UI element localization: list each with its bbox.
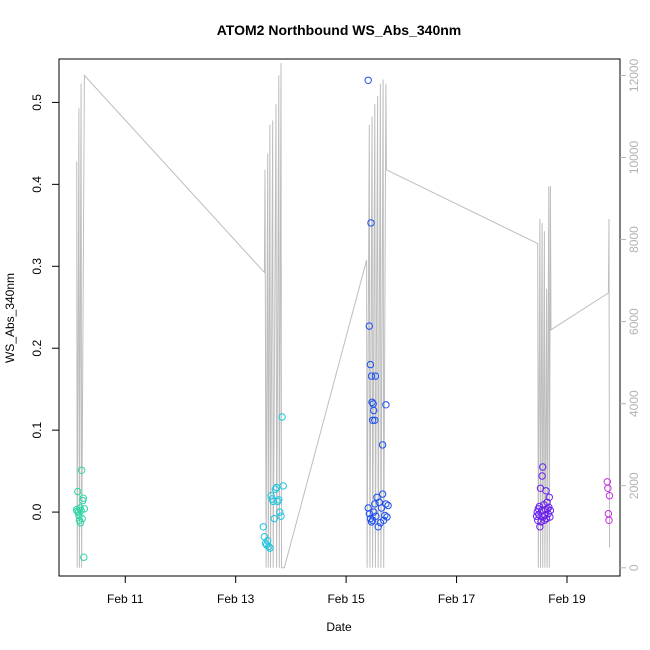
- data-point: [278, 413, 286, 421]
- x-axis-label: Date: [326, 620, 352, 634]
- data-point: [382, 500, 390, 508]
- data-point: [279, 482, 287, 490]
- data-point: [364, 504, 372, 512]
- data-point: [381, 511, 389, 520]
- y-axis-label: WS_Abs_340nm: [3, 273, 17, 363]
- data-point: [77, 466, 86, 474]
- data-point: [80, 553, 88, 561]
- data-point: [367, 219, 375, 227]
- data-point: [378, 490, 387, 498]
- x-tick-label: Feb 15: [327, 592, 365, 606]
- data-point: [545, 493, 553, 501]
- data-point: [538, 472, 546, 480]
- y-tick-label: 0.5: [30, 94, 44, 111]
- data-point: [270, 514, 278, 523]
- y-tick-label: 0.4: [30, 176, 44, 193]
- data-point: [382, 401, 390, 409]
- data-point: [274, 497, 282, 506]
- data-point: [371, 416, 379, 424]
- data-point: [370, 508, 378, 516]
- data-point: [365, 322, 373, 330]
- data-point: [364, 76, 372, 85]
- y2-tick-label: 0: [627, 564, 641, 571]
- data-point: [372, 512, 380, 520]
- data-point: [539, 463, 547, 471]
- data-point: [537, 518, 545, 526]
- data-point: [378, 441, 387, 449]
- data-point: [377, 504, 386, 512]
- y2-tick-label: 4000: [627, 390, 641, 417]
- data-point: [259, 523, 267, 531]
- data-point: [383, 513, 391, 521]
- right-axis: 0 2000 4000 6000 8000 10000 12000: [620, 58, 641, 571]
- data-point: [78, 514, 86, 523]
- data-point: [371, 372, 380, 380]
- data-point: [546, 506, 555, 515]
- secondary-series: [76, 63, 610, 569]
- data-point: [76, 519, 85, 527]
- data-point: [367, 372, 376, 380]
- data-point: [277, 512, 285, 520]
- data-point: [367, 518, 376, 526]
- data-point: [271, 485, 280, 493]
- x-tick-label: Feb 17: [438, 592, 476, 606]
- data-point: [275, 496, 283, 504]
- data-point: [604, 484, 612, 492]
- data-point: [365, 510, 373, 518]
- data-point: [374, 523, 382, 531]
- data-point: [604, 510, 613, 518]
- scatter-series: [73, 76, 614, 561]
- y-tick-label: 0.2: [30, 340, 44, 357]
- bottom-axis: Feb 11 Feb 13 Feb 15 Feb 17 Feb 19: [107, 576, 586, 606]
- plot-area-frame: [58, 58, 621, 577]
- data-point: [536, 523, 544, 531]
- y-tick-label: 0.0: [30, 503, 44, 520]
- data-point: [265, 542, 273, 551]
- x-tick-label: Feb 11: [107, 592, 144, 606]
- data-point: [368, 398, 376, 406]
- left-axis: 0.0 0.1 0.2 0.3 0.4 0.5: [30, 94, 59, 520]
- data-point: [79, 494, 88, 502]
- chart-title: ATOM2 Northbound WS_Abs_340nm: [217, 22, 462, 38]
- y2-tick-label: 6000: [627, 308, 641, 335]
- data-point: [542, 487, 550, 495]
- data-point: [272, 483, 281, 492]
- data-point: [266, 544, 274, 552]
- y-tick-label: 0.1: [30, 421, 44, 438]
- data-point: [540, 516, 549, 524]
- data-point: [605, 516, 613, 524]
- data-point: [605, 492, 614, 500]
- data-point: [370, 406, 378, 415]
- data-point: [384, 501, 392, 510]
- y2-tick-label: 10000: [627, 140, 641, 174]
- data-point: [276, 508, 284, 516]
- data-point: [366, 360, 375, 369]
- y2-tick-label: 12000: [627, 58, 641, 92]
- y2-tick-label: 8000: [627, 226, 641, 253]
- secondary-series-line: [76, 63, 610, 569]
- x-tick-label: Feb 13: [217, 592, 255, 606]
- data-point: [371, 500, 379, 508]
- y-tick-label: 0.3: [30, 258, 44, 275]
- data-point: [264, 537, 272, 545]
- data-point: [368, 416, 377, 424]
- y2-tick-label: 2000: [627, 472, 641, 499]
- data-point: [74, 487, 82, 496]
- x-tick-label: Feb 19: [548, 592, 586, 606]
- data-point: [80, 505, 89, 513]
- data-point: [535, 502, 544, 511]
